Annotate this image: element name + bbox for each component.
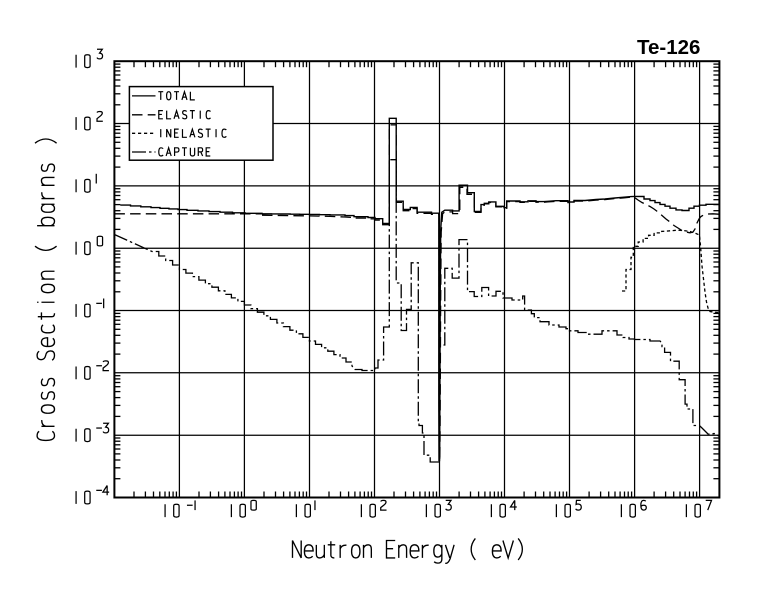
svg-text:Te-126: Te-126 xyxy=(637,36,700,59)
